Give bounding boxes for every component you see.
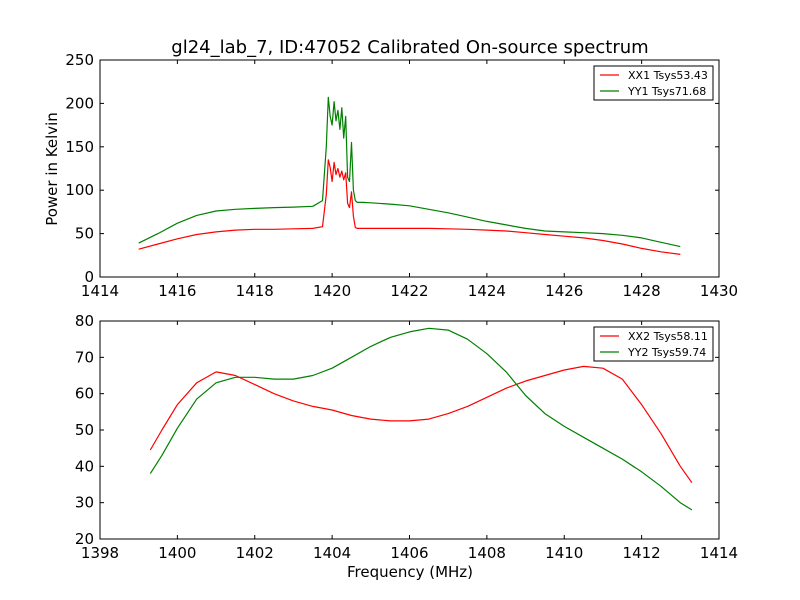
legend-box: [593, 326, 714, 362]
y-tick-label: 100: [65, 181, 94, 199]
x-tick-label: 1412: [623, 544, 661, 562]
series-line-yy2: [149, 327, 693, 511]
x-tick-label: 1424: [468, 282, 506, 300]
legend: XX2 Tsys58.11 YY2 Tsys59.74: [593, 326, 714, 362]
top-y-axis-label: Power in Kelvin: [43, 112, 61, 226]
x-tick-label: 1404: [313, 544, 351, 562]
legend-label: XX1 Tsys53.43: [628, 69, 708, 82]
x-tick-label: 1416: [158, 282, 196, 300]
y-tick-label: 40: [75, 457, 94, 475]
x-tick-label: 1402: [236, 544, 274, 562]
x-tick-label: 1418: [236, 282, 274, 300]
y-tick-label: 60: [75, 385, 94, 403]
legend-label: XX2 Tsys58.11: [628, 330, 708, 343]
bottom-x-axis-label: Frequency (MHz): [347, 563, 473, 581]
y-tick-label: 250: [65, 51, 94, 69]
y-tick-label: 70: [75, 348, 94, 366]
series-line-xx2: [149, 365, 693, 484]
legend: XX1 Tsys53.43 YY1 Tsys71.68: [593, 65, 714, 101]
top-panel: 1414 1416 1418 1420 1422 1424 1426 1428 1430 0 50 1…: [65, 51, 738, 300]
x-tick-label: 1430: [700, 282, 738, 300]
x-tick-label: 1414: [81, 282, 119, 300]
bottom-panel: 1398 1400 1402 1404 1406 1408 1410 1412 1414 20 30…: [75, 312, 738, 562]
y-tick-label: 0: [84, 268, 94, 286]
legend-box: [593, 65, 714, 101]
legend-label: YY2 Tsys59.74: [627, 346, 706, 359]
series-line-yy1: [138, 96, 681, 248]
series-line-xx1: [138, 159, 681, 255]
y-tick-label: 50: [75, 225, 94, 243]
x-tick-label: 1398: [81, 544, 119, 562]
x-tick-label: 1406: [390, 544, 428, 562]
x-tick-label: 1422: [390, 282, 428, 300]
y-tick-label: 150: [65, 138, 94, 156]
y-tick-label: 30: [75, 494, 94, 512]
x-tick-label: 1410: [545, 544, 583, 562]
y-tick-label: 80: [75, 312, 94, 330]
y-tick-label: 50: [75, 421, 94, 439]
x-tick-label: 1414: [700, 544, 738, 562]
chart-title: gl24_lab_7, ID:47052 Calibrated On-sourc…: [171, 37, 648, 58]
legend-label: YY1 Tsys71.68: [627, 85, 706, 98]
y-tick-label: 20: [75, 530, 94, 548]
x-tick-label: 1408: [468, 544, 506, 562]
y-tick-label: 200: [65, 94, 94, 112]
x-tick-label: 1420: [313, 282, 351, 300]
x-tick-label: 1400: [158, 544, 196, 562]
x-tick-label: 1426: [545, 282, 583, 300]
x-tick-label: 1428: [623, 282, 661, 300]
